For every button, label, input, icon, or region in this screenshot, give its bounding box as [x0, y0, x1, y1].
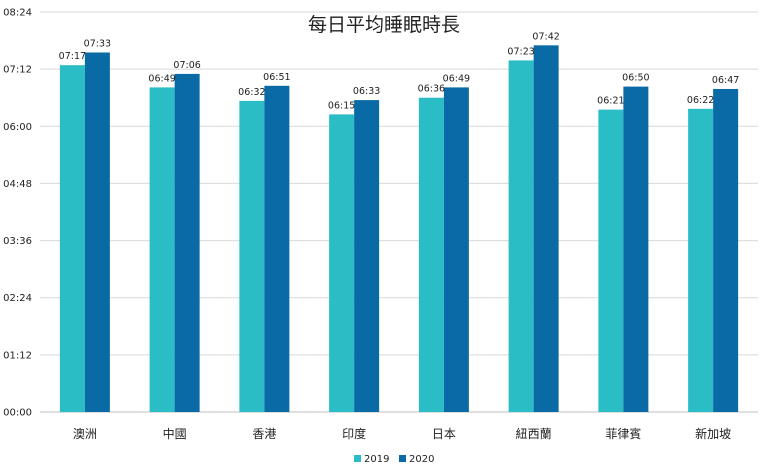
- data-label: 06:49: [443, 73, 470, 84]
- data-labels: 07:17 07:33 06:49 07:06 06:32 06:51 06:15 06:33…: [59, 31, 740, 111]
- legend: 2019 2020: [354, 454, 434, 465]
- bar-2020: [174, 73, 200, 413]
- data-label: 07:33: [84, 38, 111, 49]
- data-label: 06:32: [238, 87, 265, 98]
- data-label: 06:50: [622, 73, 649, 84]
- chart-title: 每日平均睡眠時長: [308, 14, 460, 36]
- bar-2019: [149, 87, 175, 413]
- data-label: 07:42: [532, 31, 559, 42]
- grid-lines: [40, 11, 758, 413]
- bar-2019: [239, 100, 265, 412]
- y-tick-label: 01:12: [3, 350, 32, 361]
- data-label: 06:49: [148, 73, 175, 84]
- y-tick-label: 03:36: [3, 236, 32, 247]
- bar-2020: [354, 100, 380, 412]
- data-label: 06:33: [353, 86, 380, 97]
- bar-2019: [508, 60, 534, 413]
- bar-2019: [329, 114, 355, 412]
- x-tick-label: 香港: [252, 427, 276, 441]
- bar-2020: [264, 85, 290, 413]
- bar-2020: [623, 86, 649, 412]
- bar-2020: [533, 45, 559, 412]
- y-tick-label: 06:00: [3, 122, 32, 133]
- legend-label: 2019: [364, 454, 389, 465]
- bar-2020: [84, 52, 110, 412]
- legend-swatch: [399, 455, 406, 462]
- x-tick-label: 新加坡: [695, 426, 731, 441]
- data-label: 07:17: [59, 51, 86, 62]
- bar-2020: [443, 87, 469, 413]
- data-label: 06:47: [712, 75, 739, 86]
- x-tick-label: 澳洲: [73, 427, 97, 441]
- y-tick-label: 08:24: [3, 8, 32, 19]
- data-label: 06:36: [418, 84, 445, 95]
- x-axis-tick-labels: 澳洲 中國 香港 印度 日本 紐西蘭 菲律賓 新加坡: [73, 426, 731, 441]
- legend-label: 2020: [409, 454, 434, 465]
- x-tick-label: 菲律賓: [605, 426, 641, 441]
- x-tick-label: 中國: [163, 426, 187, 441]
- x-tick-label: 印度: [342, 426, 366, 441]
- data-label: 06:51: [263, 72, 290, 83]
- y-tick-label: 07:12: [3, 65, 32, 76]
- x-tick-label: 日本: [432, 427, 456, 441]
- bar-2019: [598, 109, 624, 412]
- bar-2019: [418, 97, 444, 412]
- legend-swatch: [354, 455, 361, 462]
- y-axis-tick-labels: 00:00 01:12 02:24 03:36 04:48 06:00 07:12 08:24: [3, 8, 32, 419]
- y-tick-label: 04:48: [3, 179, 32, 190]
- data-label: 07:23: [507, 46, 534, 57]
- y-tick-label: 00:00: [3, 408, 32, 419]
- data-label: 06:21: [597, 96, 624, 107]
- x-tick-label: 紐西蘭: [516, 427, 552, 441]
- bar-2019: [688, 108, 714, 413]
- bars: [59, 45, 739, 413]
- data-label: 07:06: [173, 60, 200, 71]
- bar-2020: [713, 88, 739, 412]
- data-label: 06:22: [687, 95, 714, 106]
- bar-2019: [59, 65, 85, 412]
- data-label: 06:15: [328, 100, 355, 111]
- y-tick-label: 02:24: [3, 293, 32, 304]
